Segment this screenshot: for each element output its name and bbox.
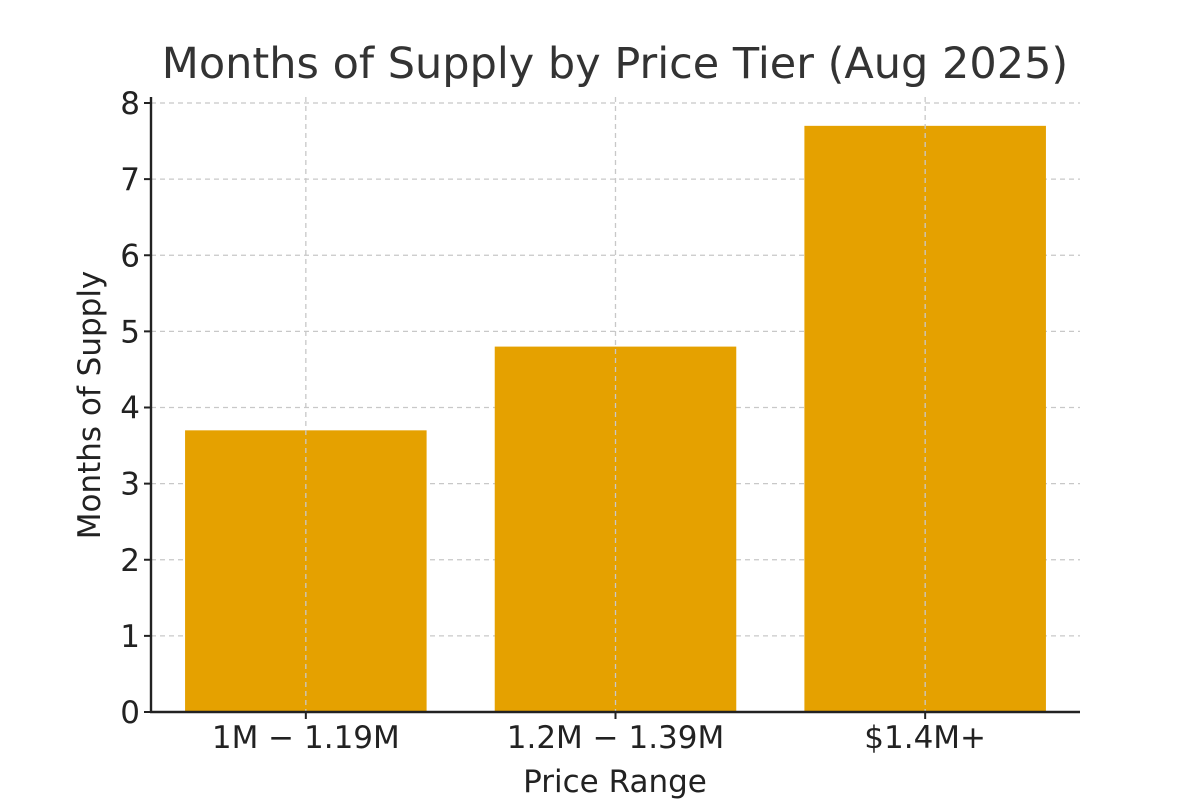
- y-ticks: 0 1 2 3 4 5 6 7 8: [120, 86, 151, 731]
- chart-title: Months of Supply by Price Tier (Aug 2025…: [162, 39, 1068, 89]
- bar: [185, 430, 427, 712]
- y-tick-label: 1: [120, 619, 140, 655]
- y-tick-label: 5: [120, 314, 140, 350]
- x-tick-label: 1M − 1.19M: [212, 720, 400, 756]
- x-tick-label: $1.4M+: [864, 720, 986, 756]
- x-tick-label: 1.2M − 1.39M: [507, 720, 725, 756]
- y-tick-label: 8: [120, 86, 140, 122]
- y-tick-label: 6: [120, 238, 140, 274]
- y-tick-label: 2: [120, 543, 140, 579]
- bars: [185, 125, 1046, 712]
- y-tick-label: 0: [120, 695, 140, 731]
- vertical-grid-lines: [305, 97, 926, 712]
- bar: [804, 125, 1046, 712]
- x-ticks: 1M − 1.19M 1.2M − 1.39M $1.4M+: [212, 712, 986, 756]
- y-tick-label: 4: [120, 391, 140, 427]
- y-tick-label: 7: [120, 162, 140, 198]
- x-axis-label: Price Range: [523, 764, 707, 800]
- y-tick-label: 3: [120, 467, 140, 503]
- y-axis-label: Months of Supply: [72, 271, 108, 540]
